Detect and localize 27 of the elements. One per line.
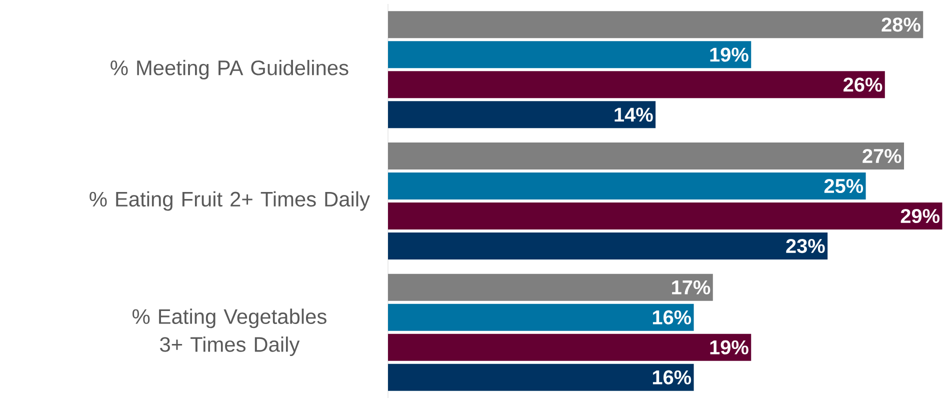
y-tick-label: % Meeting PA Guidelines — [110, 60, 348, 80]
bar — [388, 334, 752, 361]
data-label: 19% — [710, 48, 748, 62]
data-label: 29% — [900, 208, 940, 224]
data-label: 23% — [786, 238, 825, 254]
data-label: 17% — [672, 280, 710, 294]
bar — [388, 364, 694, 391]
y-tick-label: % Eating Fruit 2+ Times Daily — [90, 191, 370, 211]
data-label: 25% — [824, 178, 864, 194]
bar — [388, 232, 828, 260]
data-label: 16% — [652, 370, 692, 384]
bar — [388, 71, 885, 98]
bar — [388, 101, 656, 128]
data-label: 14% — [614, 108, 653, 122]
data-label: 26% — [844, 78, 882, 92]
bar — [388, 172, 866, 200]
bar — [388, 142, 904, 170]
data-label: 19% — [710, 340, 748, 354]
bar — [388, 274, 713, 301]
bar — [388, 41, 752, 68]
bar — [388, 304, 694, 331]
y-tick-label: % Eating Vegetables 3+ Times Daily — [132, 308, 326, 356]
data-label: 27% — [862, 148, 902, 164]
bar — [388, 202, 942, 230]
bar — [388, 11, 924, 38]
data-label: 28% — [882, 18, 920, 32]
data-label: 16% — [652, 310, 692, 324]
